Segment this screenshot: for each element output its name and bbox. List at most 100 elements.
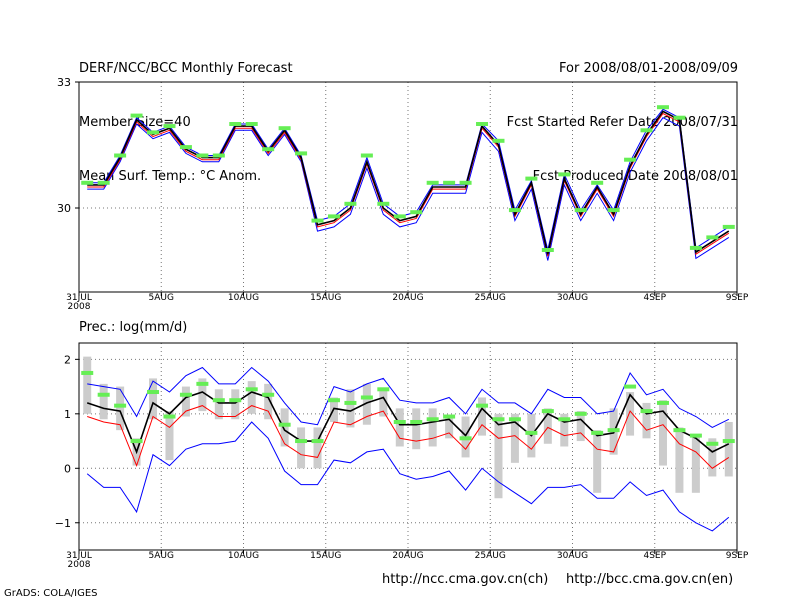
temp-reference-marker	[212, 153, 225, 158]
prec-spread-bar	[626, 392, 635, 436]
prec-reference-marker	[245, 387, 258, 392]
temp-reference-marker	[130, 113, 143, 118]
temp-reference-marker	[426, 180, 439, 185]
prec-red-member-line	[87, 405, 730, 469]
temp-x-tick-label: 10AUG	[228, 293, 259, 303]
temp-reference-marker	[393, 214, 406, 219]
prec-reference-marker	[311, 439, 324, 444]
prec-spread-bar	[428, 408, 437, 447]
prec-spread-bar	[264, 383, 273, 420]
prec-reference-marker	[278, 422, 291, 427]
temp-reference-marker	[360, 153, 373, 158]
prec-reference-marker	[591, 430, 604, 435]
bcc-url[interactable]: http://bcc.cma.gov.cn(en)	[566, 572, 734, 587]
prec-spread-bar	[313, 427, 322, 469]
temp-reference-marker	[97, 180, 110, 185]
temp-reference-marker	[114, 153, 127, 158]
prec-reference-marker	[327, 398, 340, 403]
temp-reference-marker	[311, 218, 324, 223]
produced-date-line: Fcst Produced Date 2008/08/01	[532, 169, 738, 184]
prec-reference-marker	[97, 392, 110, 397]
prec-x-tick-label: 31JUL	[66, 551, 92, 561]
prec-spread-bar	[165, 411, 174, 461]
temp-y-tick-label: 30	[57, 202, 71, 215]
prec-spread-bar	[395, 408, 404, 447]
forecast-period-line: For 2008/08/01-2008/09/09	[559, 61, 738, 76]
prec-x-tick-label: 20AUG	[392, 551, 423, 561]
prec-spread-bar	[149, 378, 158, 420]
prec-reference-marker	[640, 409, 653, 414]
prec-spread-bar	[231, 389, 240, 420]
prec-reference-marker	[673, 428, 686, 433]
temp-reference-marker	[706, 235, 719, 240]
prec-spread-bar	[445, 416, 454, 439]
prec-spread-bar	[247, 381, 256, 414]
prec-spread-bar	[593, 430, 602, 493]
ncc-url[interactable]: http://ncc.cma.gov.cn(ch)	[382, 572, 549, 587]
prec-reference-marker	[196, 381, 209, 386]
temp-reference-marker	[295, 151, 308, 156]
temp-ensemble-mean-line	[87, 110, 730, 255]
prec-reference-marker	[508, 417, 521, 422]
temp-reference-marker	[81, 180, 94, 185]
prec-upper-bound-line	[87, 366, 730, 428]
temp-reference-marker	[689, 245, 702, 250]
prec-y-tick-label: 2	[64, 353, 71, 366]
temp-reference-marker	[525, 176, 538, 181]
prec-spread-bar	[99, 383, 108, 420]
prec-x-tick-label: 5AUG	[149, 551, 174, 561]
precip-panel-label: Prec.: log(mm/d)	[79, 320, 188, 335]
prec-spread-bar	[478, 397, 487, 436]
prec-y-tick-label: 1	[64, 408, 71, 421]
temp-reference-marker	[459, 180, 472, 185]
temp-reference-marker	[656, 105, 669, 110]
prec-reference-marker	[163, 414, 176, 419]
temp-reference-marker	[410, 210, 423, 215]
temp-x-tick-label: 5AUG	[149, 293, 174, 303]
prec-spread-bar	[724, 421, 733, 477]
prec-x-tick-label: 10AUG	[228, 551, 259, 561]
prec-spread-bar	[658, 400, 667, 466]
prec-reference-marker	[81, 370, 94, 375]
temp-reference-marker	[541, 248, 554, 252]
prec-spread-bar	[116, 386, 125, 431]
temp-reference-marker	[558, 172, 571, 177]
temp-reference-marker	[476, 122, 489, 126]
prec-reference-marker	[541, 409, 554, 414]
prec-reference-marker	[147, 390, 160, 395]
prec-spread-bar	[510, 413, 519, 463]
temp-plot-frame	[78, 81, 738, 293]
prec-reference-marker	[492, 417, 505, 422]
prec-reference-marker	[212, 398, 225, 403]
temp-x-tick-label: 30AUG	[557, 293, 588, 303]
prec-spread-bar	[297, 427, 306, 469]
prec-x-tick-label: 25AUG	[475, 551, 506, 561]
prec-reference-marker	[344, 400, 357, 405]
temp-reference-marker	[278, 126, 291, 131]
prec-ensemble-mean-line	[86, 391, 730, 455]
prec-reference-marker	[459, 436, 472, 441]
temp-reference-marker	[722, 224, 735, 229]
prec-reference-marker	[476, 403, 489, 408]
prec-reference-marker	[410, 419, 423, 424]
prec-year-label: 2008	[68, 560, 91, 570]
prec-reference-marker	[558, 417, 571, 422]
temp-reference-marker	[640, 128, 653, 133]
temp-reference-marker	[262, 147, 275, 152]
prec-spread-bar	[181, 386, 190, 417]
prec-reference-marker	[443, 414, 456, 419]
member-size-line: Member Size=40	[79, 115, 191, 130]
temp-reference-marker	[508, 208, 521, 213]
temp-x-tick-label: 9SEP	[726, 293, 749, 303]
temp-x-tick-label: 15AUG	[310, 293, 341, 303]
prec-spread-bar	[198, 378, 207, 412]
prec-y-tick-label: 0	[64, 462, 71, 475]
temp-reference-marker	[163, 124, 176, 129]
temp-lower-member-line	[87, 117, 730, 261]
prec-reference-marker	[574, 411, 587, 416]
prec-lower-bound-line	[86, 421, 730, 532]
prec-reference-marker	[262, 392, 275, 397]
prec-spread-bar	[576, 411, 585, 442]
prec-reference-marker	[377, 387, 390, 392]
prec-spread-bar	[83, 356, 92, 414]
